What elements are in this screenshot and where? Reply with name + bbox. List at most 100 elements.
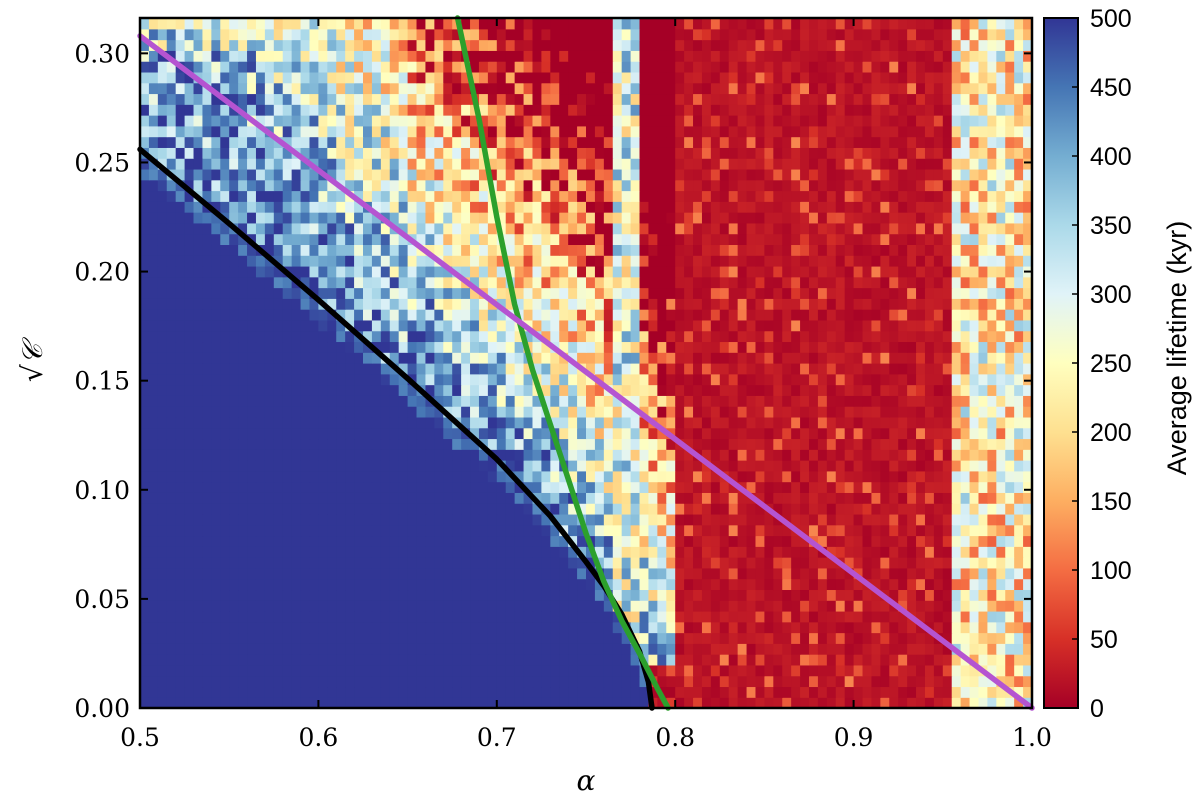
heatmap-cell bbox=[318, 470, 328, 483]
heatmap-cell bbox=[586, 416, 596, 429]
heatmap-cell bbox=[496, 610, 507, 623]
heatmap-cell bbox=[1023, 600, 1033, 612]
heatmap-cell bbox=[282, 546, 293, 558]
heatmap-cell bbox=[541, 265, 551, 278]
heatmap-cell bbox=[871, 470, 881, 483]
heatmap-cell bbox=[532, 567, 542, 580]
heatmap-cell bbox=[193, 546, 204, 558]
heatmap-cell bbox=[255, 179, 266, 192]
heatmap-cell bbox=[746, 481, 757, 493]
heatmap-cell bbox=[728, 352, 739, 364]
heatmap-cell bbox=[487, 406, 498, 418]
heatmap-cell bbox=[969, 654, 980, 666]
heatmap-cell bbox=[978, 610, 988, 623]
heatmap-cell bbox=[140, 470, 150, 483]
heatmap-cell bbox=[255, 255, 266, 267]
heatmap-cell bbox=[202, 406, 212, 418]
heatmap-cell bbox=[675, 395, 685, 407]
heatmap-cell bbox=[862, 449, 873, 461]
heatmap-cell bbox=[354, 416, 364, 429]
heatmap-cell bbox=[443, 535, 453, 547]
heatmap-cell bbox=[773, 330, 783, 343]
heatmap-cell bbox=[407, 330, 418, 343]
heatmap-cell bbox=[826, 416, 837, 429]
heatmap-cell bbox=[291, 524, 302, 537]
heatmap-cell bbox=[728, 449, 739, 461]
heatmap-cell bbox=[586, 201, 596, 213]
heatmap-cell bbox=[657, 352, 667, 364]
heatmap-cell bbox=[710, 276, 721, 289]
heatmap-cell bbox=[487, 244, 498, 256]
heatmap-cell bbox=[612, 330, 623, 343]
heatmap-cell bbox=[220, 524, 230, 537]
heatmap-cell bbox=[380, 632, 391, 644]
heatmap-cell bbox=[809, 352, 819, 364]
heatmap-cell bbox=[229, 427, 239, 440]
heatmap-cell bbox=[639, 233, 650, 246]
heatmap-cell bbox=[835, 686, 846, 698]
heatmap-cell bbox=[452, 222, 462, 235]
heatmap-cell bbox=[452, 373, 462, 386]
heatmap-cell bbox=[844, 643, 855, 655]
heatmap-cell bbox=[684, 373, 694, 386]
heatmap-cell bbox=[568, 686, 578, 698]
heatmap-cell bbox=[719, 632, 730, 644]
heatmap-cell bbox=[166, 438, 177, 450]
heatmap-cell bbox=[300, 524, 311, 537]
heatmap-cell bbox=[924, 643, 935, 655]
heatmap-cell bbox=[684, 276, 694, 289]
heatmap-cell bbox=[568, 330, 578, 343]
heatmap-cell bbox=[728, 201, 739, 213]
heatmap-cell bbox=[639, 567, 650, 580]
heatmap-cell bbox=[960, 481, 971, 493]
heatmap-cell bbox=[800, 675, 810, 688]
heatmap-cell bbox=[907, 470, 917, 483]
heatmap-cell bbox=[898, 265, 908, 278]
heatmap-cell bbox=[425, 481, 435, 493]
heatmap-cell bbox=[291, 233, 302, 246]
heatmap-cell bbox=[202, 600, 212, 612]
heatmap-cell bbox=[291, 352, 302, 364]
heatmap-cell bbox=[693, 287, 703, 299]
heatmap-cell bbox=[933, 222, 944, 235]
heatmap-cell bbox=[568, 416, 578, 429]
heatmap-cell bbox=[1005, 406, 1015, 418]
heatmap-cell bbox=[496, 567, 507, 580]
heatmap-cell bbox=[586, 179, 596, 192]
heatmap-cell bbox=[238, 535, 248, 547]
heatmap-cell bbox=[327, 481, 337, 493]
heatmap-cell bbox=[916, 449, 926, 461]
heatmap-cell bbox=[621, 363, 632, 375]
heatmap-cell bbox=[247, 449, 257, 461]
heatmap-cell bbox=[496, 373, 507, 386]
heatmap-cell bbox=[443, 244, 453, 256]
heatmap-cell bbox=[220, 298, 230, 310]
heatmap-cell bbox=[318, 578, 328, 591]
heatmap-cell bbox=[791, 492, 801, 504]
heatmap-cell bbox=[871, 395, 881, 407]
heatmap-cell bbox=[470, 600, 480, 612]
heatmap-cell bbox=[389, 535, 400, 547]
heatmap-cell bbox=[184, 201, 195, 213]
heatmap-cell bbox=[416, 373, 427, 386]
heatmap-cell bbox=[1023, 244, 1033, 256]
heatmap-cell bbox=[898, 244, 908, 256]
heatmap-cell bbox=[969, 513, 980, 526]
heatmap-cell bbox=[1014, 600, 1024, 612]
heatmap-cell bbox=[719, 190, 730, 202]
heatmap-cell bbox=[559, 265, 569, 278]
heatmap-cell bbox=[238, 384, 248, 396]
heatmap-cell bbox=[157, 222, 168, 235]
heatmap-cell bbox=[345, 460, 355, 472]
heatmap-cell bbox=[773, 244, 783, 256]
heatmap-cell bbox=[496, 341, 507, 353]
heatmap-cell bbox=[354, 427, 364, 440]
heatmap-cell bbox=[487, 460, 498, 472]
heatmap-cell bbox=[550, 686, 560, 698]
heatmap-cell bbox=[621, 233, 632, 246]
heatmap-cell bbox=[773, 578, 783, 591]
heatmap-cell bbox=[907, 212, 917, 224]
heatmap-cell bbox=[630, 330, 641, 343]
heatmap-cell bbox=[969, 589, 980, 601]
heatmap-cell bbox=[157, 319, 168, 332]
